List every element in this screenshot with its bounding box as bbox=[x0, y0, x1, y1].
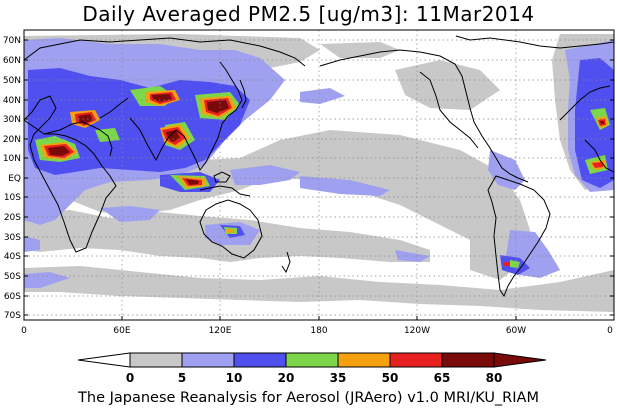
lon-label: 120W bbox=[404, 326, 430, 336]
lat-label: 70S bbox=[4, 311, 21, 321]
lon-axis bbox=[121, 316, 517, 320]
grid-lines bbox=[24, 30, 614, 320]
colorbar-segment-gray bbox=[129, 352, 183, 368]
colorbar-segment-lightblue bbox=[181, 352, 235, 368]
lat-label: 30S bbox=[4, 233, 21, 243]
colorbar-label: 5 bbox=[178, 371, 186, 385]
lon-label: 180 bbox=[310, 326, 327, 336]
colorbar-labels: 0 5 10 20 35 50 65 80 bbox=[126, 371, 503, 385]
colorbar-segment-darkred-arrow bbox=[493, 352, 547, 368]
map-field bbox=[24, 30, 614, 320]
lon-label: 60W bbox=[506, 326, 526, 336]
colorbar-segment-darkred bbox=[441, 352, 495, 368]
lat-label: 20S bbox=[4, 213, 21, 223]
colorbar-label: 50 bbox=[382, 371, 399, 385]
lat-label: 40S bbox=[4, 252, 21, 262]
colorbar-label: 35 bbox=[330, 371, 347, 385]
coastlines bbox=[24, 35, 614, 298]
lat-axis bbox=[24, 39, 614, 316]
colorbar-segment-red bbox=[389, 352, 443, 368]
lon-label: 0 bbox=[607, 326, 613, 336]
lat-label: 20N bbox=[3, 135, 21, 145]
lon-label: 120E bbox=[209, 326, 232, 336]
colorbar-segment-orange bbox=[337, 352, 391, 368]
lat-label: 60N bbox=[3, 56, 21, 66]
lat-label: 30N bbox=[3, 115, 21, 125]
lat-label: 10S bbox=[4, 193, 21, 203]
colorbar-label: 20 bbox=[278, 371, 295, 385]
colorbar-segment-green bbox=[285, 352, 339, 368]
lat-label: 50N bbox=[3, 76, 21, 86]
lat-label: 60S bbox=[4, 292, 21, 302]
lat-label: 70N bbox=[3, 36, 21, 46]
lat-label: 40N bbox=[3, 96, 21, 106]
lat-label: 50S bbox=[4, 272, 21, 282]
colorbar bbox=[77, 352, 547, 368]
map-title: Daily Averaged PM2.5 [ug/m3]: 11Mar2014 bbox=[82, 2, 535, 26]
lon-label: 0 bbox=[21, 326, 27, 336]
lat-label: EQ bbox=[8, 174, 21, 184]
lat-label: 10N bbox=[3, 154, 21, 164]
footer-credit: The Japanese Reanalysis for Aerosol (JRA… bbox=[78, 390, 539, 406]
colorbar-segment-white bbox=[77, 352, 131, 368]
lon-label: 60E bbox=[113, 326, 130, 336]
lat-labels: 70N 60N 50N 40N 30N 20N 10N EQ 10S 20S 3… bbox=[3, 36, 21, 321]
colorbar-label: 10 bbox=[226, 371, 243, 385]
colorbar-segment-blue bbox=[233, 352, 287, 368]
lon-labels: 0 60E 120E 180 120W 60W 0 bbox=[21, 326, 613, 336]
colorbar-label: 65 bbox=[434, 371, 451, 385]
colorbar-label: 80 bbox=[486, 371, 503, 385]
colorbar-label: 0 bbox=[126, 371, 134, 385]
